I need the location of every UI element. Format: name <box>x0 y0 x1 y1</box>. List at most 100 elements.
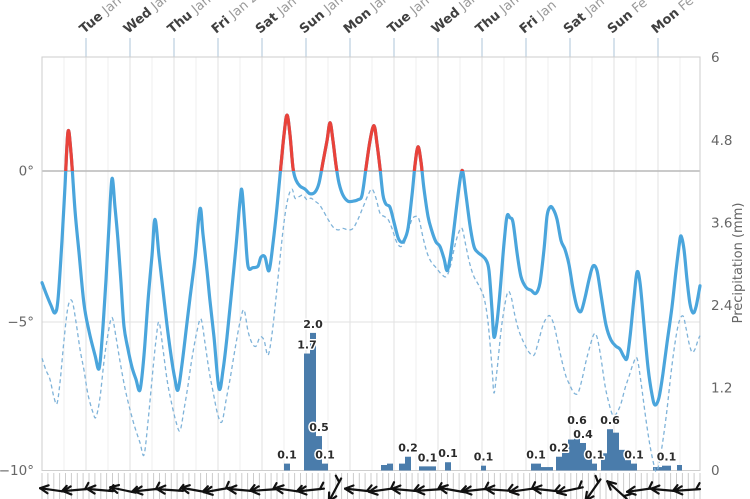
precip-value-label: 0.2 <box>398 442 418 455</box>
precip-bar <box>322 463 328 471</box>
day-label: Sat Jan <box>253 0 300 37</box>
precip-bar <box>601 453 607 471</box>
precip-axis-tick-label: 6 <box>711 50 720 66</box>
wind-barb-icon <box>203 480 231 496</box>
day-label: Sun Fe <box>605 0 650 37</box>
precip-bar <box>381 464 387 471</box>
wind-barb-icon <box>672 482 702 496</box>
temperature-line-above-zero <box>64 113 465 171</box>
wind-barb-icon <box>180 484 209 495</box>
precip-value-label: 0.2 <box>549 442 569 455</box>
temp-axis-tick-label: 0° <box>19 164 34 180</box>
wind-barb-icon <box>626 481 654 496</box>
precip-bar <box>613 432 619 471</box>
temperature-dashed-line <box>41 188 701 472</box>
precip-value-label: 0.1 <box>277 449 297 462</box>
wind-barb-icon <box>274 484 303 495</box>
precip-bar <box>284 463 290 471</box>
wind-barb-icon <box>509 481 537 496</box>
wind-barb-icon <box>649 484 679 495</box>
precip-bar <box>387 463 393 471</box>
day-label: Mon Jan <box>341 0 393 37</box>
wind-barb-icon <box>61 481 91 496</box>
wind-barb-icon <box>249 482 279 496</box>
precip-value-label: 0.1 <box>315 449 335 462</box>
precip-bar <box>304 353 310 471</box>
precip-value-label: 0.1 <box>585 449 605 462</box>
gridlines <box>42 57 700 471</box>
hour-tick-strip <box>41 473 701 499</box>
precip-bar <box>316 436 322 471</box>
precip-value-label: 0.6 <box>567 414 587 427</box>
wind-barb-icon <box>132 481 162 496</box>
precip-bar <box>631 463 637 471</box>
precip-value-label: 0.1 <box>438 447 458 460</box>
precip-bar <box>399 463 405 471</box>
day-label: Wed Jan <box>429 0 482 37</box>
wind-barb-icon <box>531 484 561 495</box>
precip-bar <box>662 465 671 471</box>
precip-bar <box>310 332 316 471</box>
temp-axis-tick-label: −5° <box>7 315 34 331</box>
wind-barb-icon <box>343 484 373 495</box>
precip-value-label: 0.5 <box>309 421 329 434</box>
precip-axis-tick-label: 1.2 <box>711 380 732 396</box>
precip-value-label: 0.1 <box>474 451 494 464</box>
wind-barb-icon <box>109 483 139 494</box>
precip-bar <box>574 429 580 471</box>
precip-value-label: 0.1 <box>418 451 438 464</box>
wind-barb-icon <box>368 481 396 496</box>
day-axis-ticks <box>85 38 659 57</box>
precip-bar <box>419 466 436 471</box>
temp-axis-tick-label: −10° <box>0 463 34 479</box>
temperature-axis-labels: 0° −5° −10° <box>0 164 34 480</box>
day-label: Sun Jan <box>297 0 347 37</box>
plot-border <box>41 56 701 471</box>
precip-value-label: 1.7 <box>297 339 317 352</box>
day-label: Mon Fe <box>649 0 697 37</box>
precipitation-labels: 0.11.72.00.50.10.20.1 0.1 0.1 0.10.20.60.40… <box>276 316 678 465</box>
precipitation-bars <box>284 332 682 471</box>
precip-bar <box>607 429 613 471</box>
precip-axis-tick-label: 3.6 <box>711 215 732 231</box>
precip-bar <box>562 448 568 471</box>
day-label: Tue Jan <box>385 0 433 37</box>
precip-bar <box>580 442 586 471</box>
precip-axis-tick-label: 4.8 <box>711 133 732 149</box>
precip-bar <box>568 439 574 471</box>
wind-barb-icon <box>226 484 256 495</box>
wind-barb-icon <box>85 484 115 495</box>
wind-barb-icon <box>461 481 491 496</box>
precip-bar <box>619 449 625 471</box>
dashed-temp-path <box>41 188 701 472</box>
wind-barb-icon <box>390 484 420 495</box>
precip-bar <box>592 463 597 471</box>
wind-barbs <box>39 474 702 499</box>
wind-barb-icon <box>606 480 632 499</box>
wind-barb-icon <box>296 481 326 496</box>
precip-value-label: 0.1 <box>624 449 644 462</box>
precip-bar <box>445 462 451 471</box>
day-label: Tue Jan <box>77 0 125 37</box>
day-label: Wed Jan <box>121 0 174 37</box>
precipitation-axis-title: Precipitation (mm) <box>731 203 746 324</box>
wind-barb-icon <box>39 484 68 495</box>
day-label: Sat Jan <box>561 0 608 37</box>
wind-barb-icon <box>438 484 467 495</box>
day-label: Thu Jan <box>473 0 522 37</box>
precip-axis-tick-label: 2.4 <box>711 298 732 314</box>
plot-frame <box>41 56 701 471</box>
above-zero-temp-path <box>64 113 465 171</box>
wind-barb-icon <box>155 483 185 495</box>
solid-temp-path <box>40 113 702 407</box>
precip-value-label: 0.1 <box>526 449 546 462</box>
precip-axis-tick-label: 0 <box>711 463 720 479</box>
precip-bar <box>677 464 682 471</box>
precip-bar <box>653 467 662 471</box>
precip-bar <box>481 465 486 471</box>
wind-barb-icon <box>556 480 584 497</box>
precip-value-label: 2.0 <box>303 318 323 331</box>
wind-barb-icon <box>414 482 444 496</box>
